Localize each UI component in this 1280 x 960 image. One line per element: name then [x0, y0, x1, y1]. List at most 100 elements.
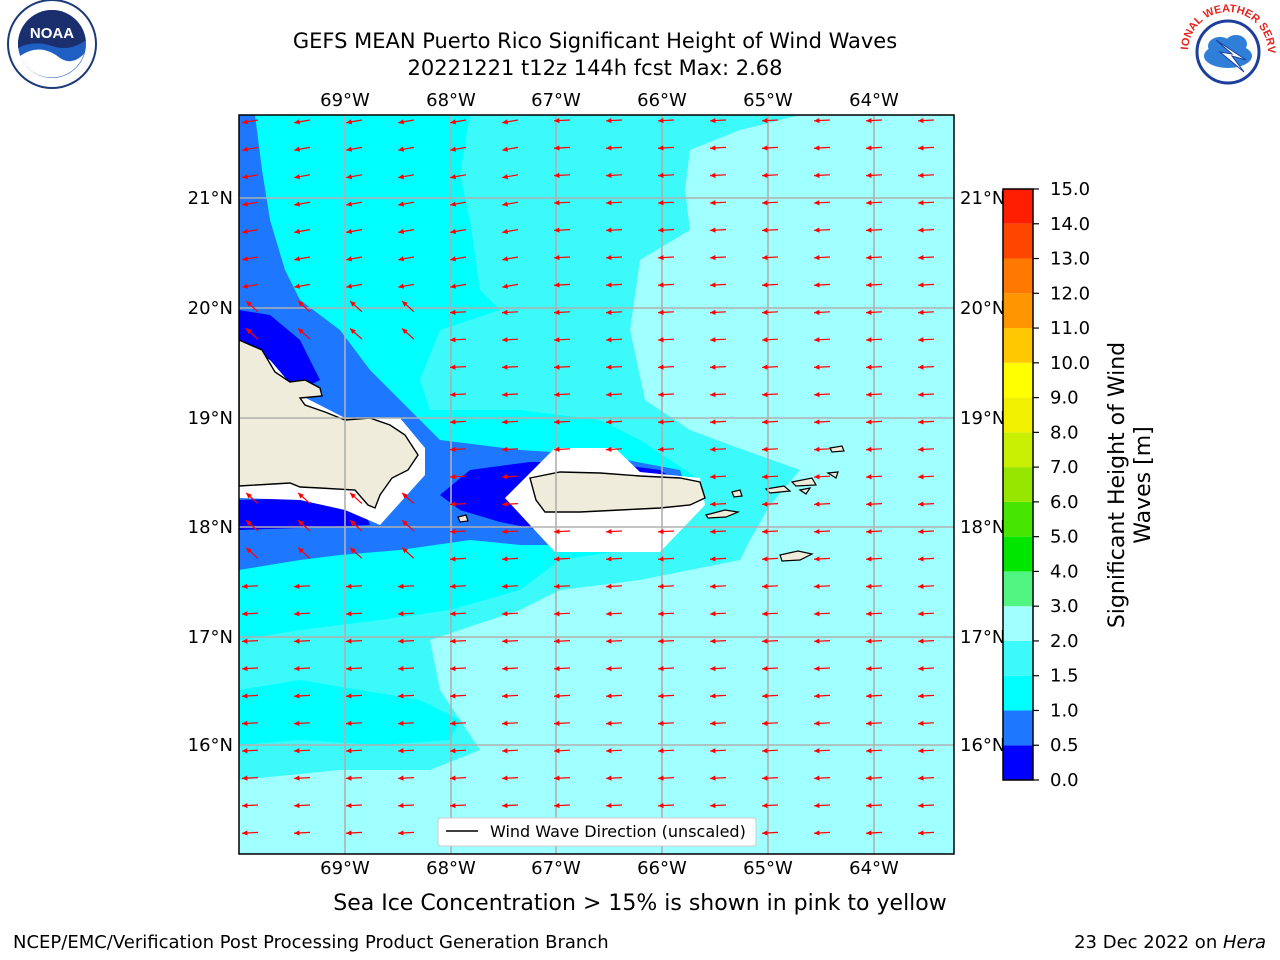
wave-arrow — [917, 556, 935, 562]
wave-arrow — [605, 200, 623, 206]
wave-arrow — [397, 611, 415, 617]
lat-label-right-3: 18°N — [960, 517, 1005, 538]
colorbar-tick-label: 15.0 — [1050, 179, 1090, 200]
wave-arrow — [449, 693, 467, 699]
colorbar-tick-label: 11.0 — [1050, 318, 1090, 339]
wave-arrow — [401, 547, 415, 559]
wave-arrow — [397, 665, 415, 672]
wave-arrow — [865, 117, 883, 124]
wave-arrow — [657, 117, 675, 124]
wave-arrow — [297, 300, 311, 313]
wave-arrow — [293, 583, 311, 589]
lat-label-right-1: 20°N — [960, 298, 1005, 319]
wave-arrow — [865, 528, 883, 535]
wave-arrow — [346, 201, 363, 207]
land-st-croix — [779, 550, 814, 562]
wave-arrow — [761, 830, 779, 836]
wave-arrow — [657, 391, 675, 398]
wave-arrow — [553, 391, 571, 398]
lat-label-right-5: 16°N — [960, 735, 1005, 756]
wave-arrow — [553, 282, 571, 288]
wave-arrow — [657, 364, 675, 370]
wave-arrow — [605, 665, 623, 672]
wave-arrow — [293, 693, 311, 699]
wave-arrow — [917, 337, 935, 343]
wave-arrow — [813, 638, 831, 644]
wave-arrow — [553, 528, 571, 535]
wave-arrow — [917, 391, 935, 398]
wave-arrow — [450, 146, 467, 152]
wave-arrow — [813, 227, 831, 233]
wave-arrow — [553, 748, 571, 754]
wave-arrow — [605, 446, 623, 452]
wave-arrow — [813, 665, 831, 672]
colorbar-segment — [1003, 640, 1033, 676]
wave-arrow — [657, 337, 675, 343]
wave-arrow — [294, 119, 311, 125]
lon-label-top-3: 66°W — [637, 90, 687, 111]
wave-arrow — [297, 328, 311, 340]
lat-label-right-4: 17°N — [960, 627, 1005, 648]
wave-arrow — [813, 200, 831, 206]
wave-arrow — [761, 556, 779, 562]
colorbar-tick-label: 0.5 — [1050, 735, 1079, 756]
wave-arrow — [449, 474, 467, 480]
wave-arrow — [657, 446, 675, 452]
wave-arrow — [501, 337, 519, 343]
wave-arrow — [553, 309, 571, 315]
wave-arrow — [605, 117, 623, 124]
wave-arrow — [605, 638, 623, 644]
wave-arrow — [657, 419, 675, 425]
wave-arrow — [345, 830, 363, 836]
wave-arrow — [657, 145, 675, 151]
wave-arrow — [761, 474, 779, 480]
wave-arrow — [865, 693, 883, 699]
wave-arrow — [449, 665, 467, 672]
wave-arrow — [865, 501, 883, 507]
wave-arrow — [349, 328, 363, 340]
wave-arrow — [761, 720, 779, 726]
lon-label-bottom-1: 68°W — [426, 858, 476, 879]
wave-arrow — [605, 172, 623, 178]
wave-arrow — [761, 117, 779, 124]
wave-arrow — [241, 830, 259, 836]
wave-arrow — [449, 528, 467, 535]
wave-arrow — [917, 200, 935, 206]
wave-arrow — [449, 748, 467, 754]
wave-arrow — [553, 117, 571, 124]
wave-arrow — [294, 174, 311, 180]
wave-arrow — [398, 119, 415, 125]
wave-arrow — [502, 256, 519, 262]
chart-subtitle: 20221221 t12z 144h fcst Max: 2.68 — [407, 56, 783, 80]
wave-arrow — [709, 309, 727, 315]
wave-arrow — [657, 748, 675, 754]
wave-arrow — [865, 200, 883, 206]
wave-arrow — [709, 391, 727, 398]
wave-arrow — [709, 611, 727, 617]
wave-arrow — [761, 501, 779, 507]
wave-arrow — [501, 501, 519, 507]
wave-arrow — [917, 227, 935, 233]
wave-arrow — [605, 748, 623, 754]
wave-arrow — [553, 665, 571, 672]
wave-arrow — [761, 364, 779, 370]
wave-arrow — [553, 583, 571, 589]
lon-label-top-1: 68°W — [426, 90, 476, 111]
wave-arrow — [709, 775, 727, 781]
wave-arrow — [502, 119, 519, 125]
wave-arrow — [605, 145, 623, 151]
wave-arrow — [657, 720, 675, 726]
wave-arrow — [813, 720, 831, 726]
wave-arrow — [761, 419, 779, 425]
wave-arrow — [345, 802, 363, 809]
wave-arrow — [345, 720, 363, 726]
wave-arrow — [245, 300, 259, 313]
wave-arrow — [761, 775, 779, 781]
wave-arrow — [917, 611, 935, 617]
wave-arrow — [398, 174, 415, 180]
colorbar-tick-label: 1.5 — [1050, 666, 1079, 687]
wave-arrow — [761, 802, 779, 809]
wave-arrow — [553, 227, 571, 233]
wave-arrow — [242, 174, 259, 180]
nws-logo: NATIONAL WEATHER SERVICE — [1176, 0, 1277, 98]
